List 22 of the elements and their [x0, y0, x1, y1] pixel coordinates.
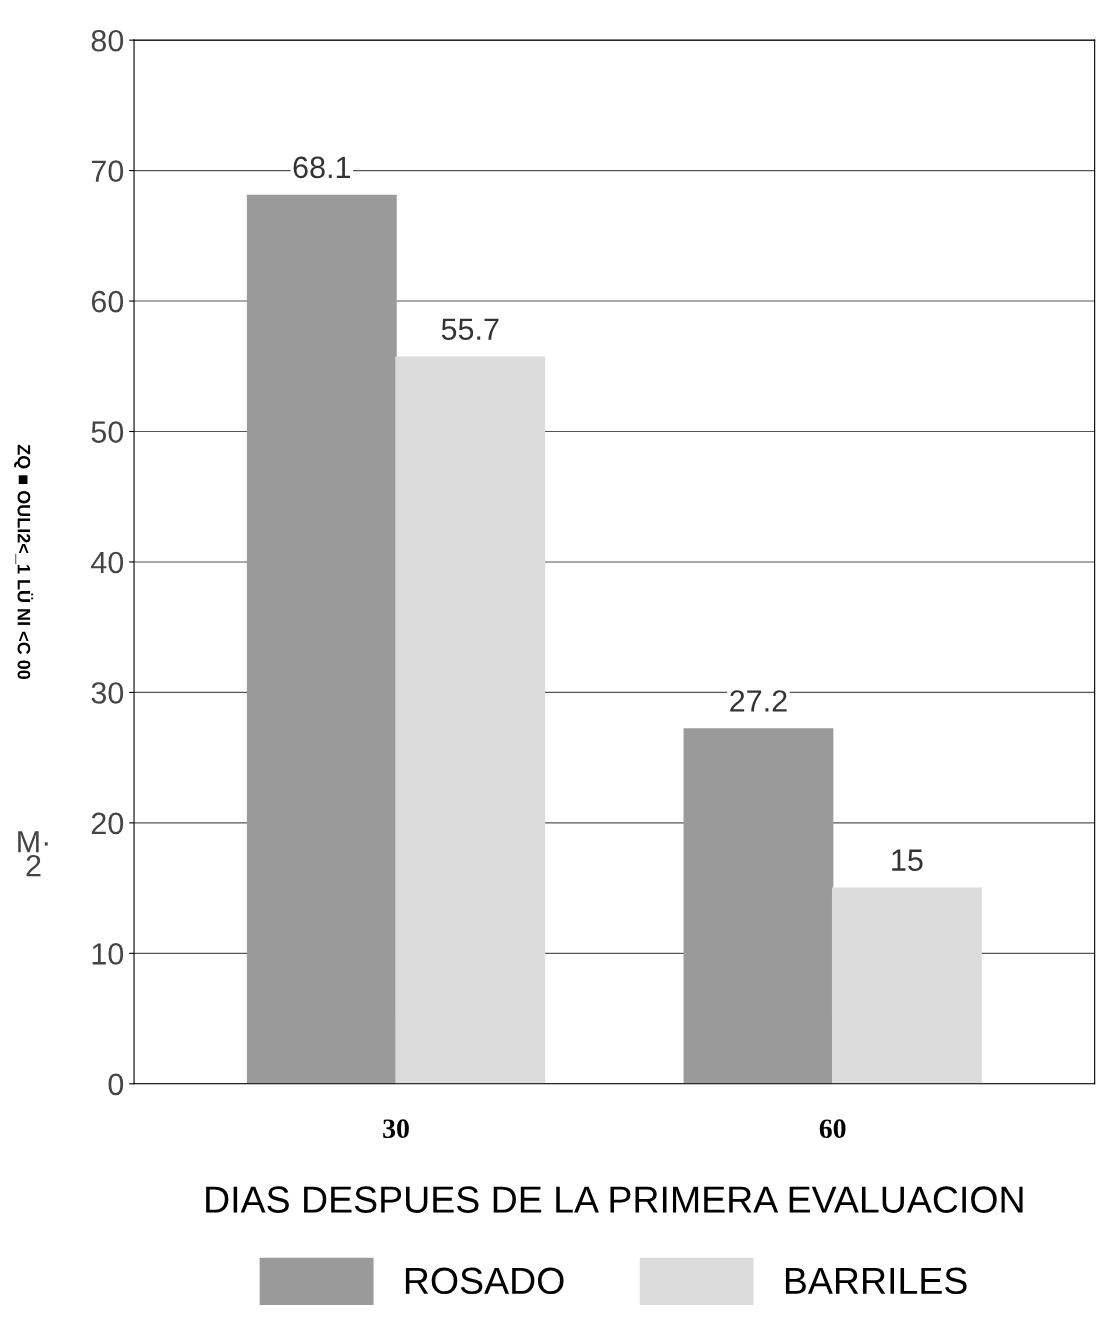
y-tick-label: 0	[108, 1073, 124, 1096]
legend-label: BARRILES	[785, 1267, 967, 1295]
data-label: 27.2	[730, 690, 787, 712]
legend-label: ROSADO	[405, 1267, 564, 1295]
y-tick-label: 30	[91, 682, 124, 704]
text: M· 2	[18, 831, 48, 877]
y-tick-label: 70	[91, 160, 124, 182]
y-tick-label: 80	[91, 29, 124, 52]
data-label: 55.7	[441, 318, 499, 340]
y-tick-label: 10	[92, 943, 124, 965]
bar	[683, 728, 834, 1084]
y-tick-label: 50	[91, 421, 124, 443]
bar	[246, 194, 397, 1084]
y-tick-label: 20	[91, 812, 124, 835]
x-axis-title: DIAS DESPUES DE LA PRIMERA EVALUACION	[206, 1186, 1023, 1213]
y-tick-label: 40	[91, 551, 124, 574]
data-label: 15	[892, 849, 923, 871]
bar	[831, 887, 982, 1084]
data-label: 68.1	[293, 156, 351, 179]
y-axis-title: ZQ ■ OULI2<_1 LÜ NI <C 00	[14, 444, 34, 680]
y-tick-label: 60	[91, 290, 124, 313]
bar	[395, 356, 546, 1084]
